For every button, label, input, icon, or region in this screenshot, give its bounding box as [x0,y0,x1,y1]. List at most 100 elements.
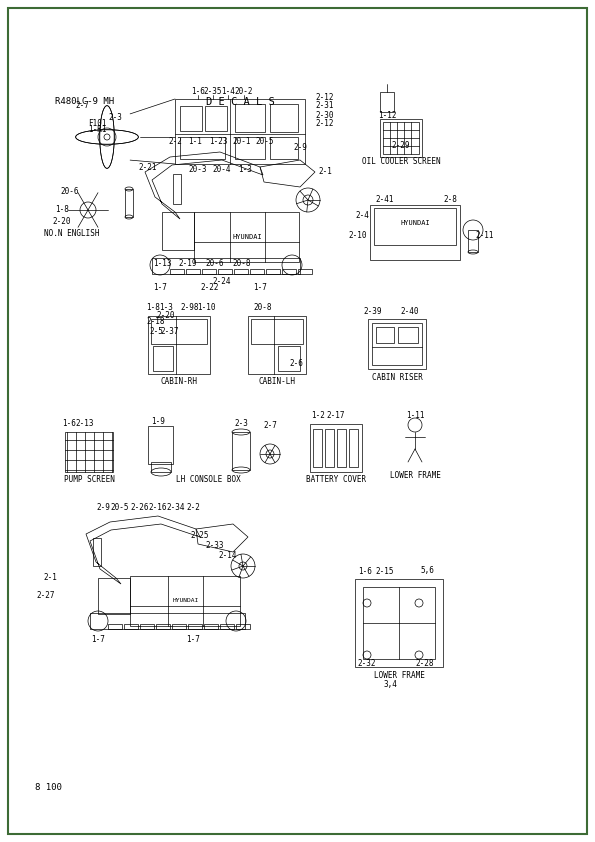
Text: 1-23: 1-23 [209,137,227,147]
Bar [180,137,225,159]
Text: 2-31: 2-31 [315,102,334,110]
Text: 2-7: 2-7 [263,422,277,430]
Text: 2-3: 2-3 [234,419,248,429]
Bar [368,319,426,369]
Text: 1-8: 1-8 [146,303,160,312]
Text: 1-2: 1-2 [311,412,325,420]
Bar [148,426,173,464]
Bar [188,624,202,629]
Text: 2-20: 2-20 [156,312,176,321]
Text: 2-3: 2-3 [108,113,122,121]
Text: 2-17: 2-17 [327,412,345,420]
Bar [236,624,250,629]
Text: 2-37: 2-37 [161,328,179,337]
Bar [337,429,346,467]
Text: 2-21: 2-21 [139,163,157,172]
Text: D E C A L S: D E C A L S [206,97,274,107]
Bar [125,189,133,217]
Text: 2-2: 2-2 [186,504,200,513]
Text: 2-27: 2-27 [37,591,55,600]
Bar [380,119,422,157]
Text: 2-12: 2-12 [315,93,334,102]
Bar [282,269,296,274]
Text: BATTERY COVER: BATTERY COVER [306,476,366,484]
Text: 20-8: 20-8 [253,303,273,312]
Bar [172,624,186,629]
Text: 2-33: 2-33 [206,541,224,551]
Text: 2-41: 2-41 [376,195,394,205]
Text: 1-11: 1-11 [406,411,424,419]
Bar [152,258,300,274]
Bar [235,137,265,159]
Bar [170,269,184,274]
Bar [151,319,207,344]
Text: CABIN-RH: CABIN-RH [161,377,198,386]
Bar [376,327,394,343]
Bar [180,106,202,131]
Text: 2-6: 2-6 [289,360,303,369]
Bar [194,212,299,262]
Text: CABIN-LH: CABIN-LH [258,377,296,386]
Bar [251,319,303,344]
Bar [148,316,210,374]
Text: 2-40: 2-40 [401,306,419,316]
Bar [380,92,394,112]
Bar [310,424,362,472]
Text: 2-2: 2-2 [168,137,182,147]
Bar [108,624,122,629]
Bar [313,429,322,467]
Bar [162,212,194,250]
Text: 2-9: 2-9 [293,142,307,152]
Bar [270,104,298,132]
Bar [220,624,234,629]
Text: 5,6: 5,6 [420,567,434,575]
Text: 1-9: 1-9 [151,418,165,427]
Text: HYUNDAI: HYUNDAI [173,599,199,604]
Text: 2-98: 2-98 [181,303,199,312]
Bar [90,613,245,629]
Bar [235,104,265,132]
Bar [186,269,200,274]
Text: 2-5: 2-5 [149,328,163,337]
Bar [232,432,250,470]
Text: HYUNDAI: HYUNDAI [232,234,262,240]
Bar [124,624,138,629]
Text: 1-13: 1-13 [153,259,171,269]
Text: 1-7: 1-7 [153,284,167,292]
Text: 20-6: 20-6 [61,188,79,196]
Text: 2-20: 2-20 [53,217,71,226]
Text: 2-25: 2-25 [191,531,209,541]
Text: F101: F101 [88,120,107,129]
Text: 2-30: 2-30 [315,110,334,120]
Text: 1-8: 1-8 [55,205,69,215]
Bar [156,624,170,629]
Bar [363,587,435,659]
Bar [349,429,358,467]
Bar [130,576,240,626]
Text: 8 100: 8 100 [35,782,62,791]
Text: HYUNDAI: HYUNDAI [400,220,430,226]
Bar [270,137,298,159]
Text: 20-2: 20-2 [235,88,253,97]
Text: 1-6: 1-6 [358,567,372,575]
Text: 20-4: 20-4 [213,166,231,174]
Text: 2-19: 2-19 [178,259,198,269]
Text: 2-11: 2-11 [476,231,494,239]
Text: LOWER FRAME: LOWER FRAME [390,471,440,479]
Text: 2-32: 2-32 [358,658,376,668]
Bar [250,269,264,274]
Bar [234,269,248,274]
Text: 20-5: 20-5 [256,137,274,147]
Text: 2-1: 2-1 [318,168,332,177]
Text: 1-7: 1-7 [186,635,200,643]
Text: NO.N ENGLISH: NO.N ENGLISH [44,230,100,238]
Text: 2-18: 2-18 [147,317,165,327]
Bar [202,269,216,274]
Text: 2-4: 2-4 [355,210,369,220]
Bar [140,624,154,629]
Bar [93,538,101,566]
Text: 2-13: 2-13 [76,419,94,429]
Text: PUMP SCREEN: PUMP SCREEN [64,476,114,484]
Text: 20-8: 20-8 [233,259,251,269]
Text: 1-6: 1-6 [62,419,76,429]
